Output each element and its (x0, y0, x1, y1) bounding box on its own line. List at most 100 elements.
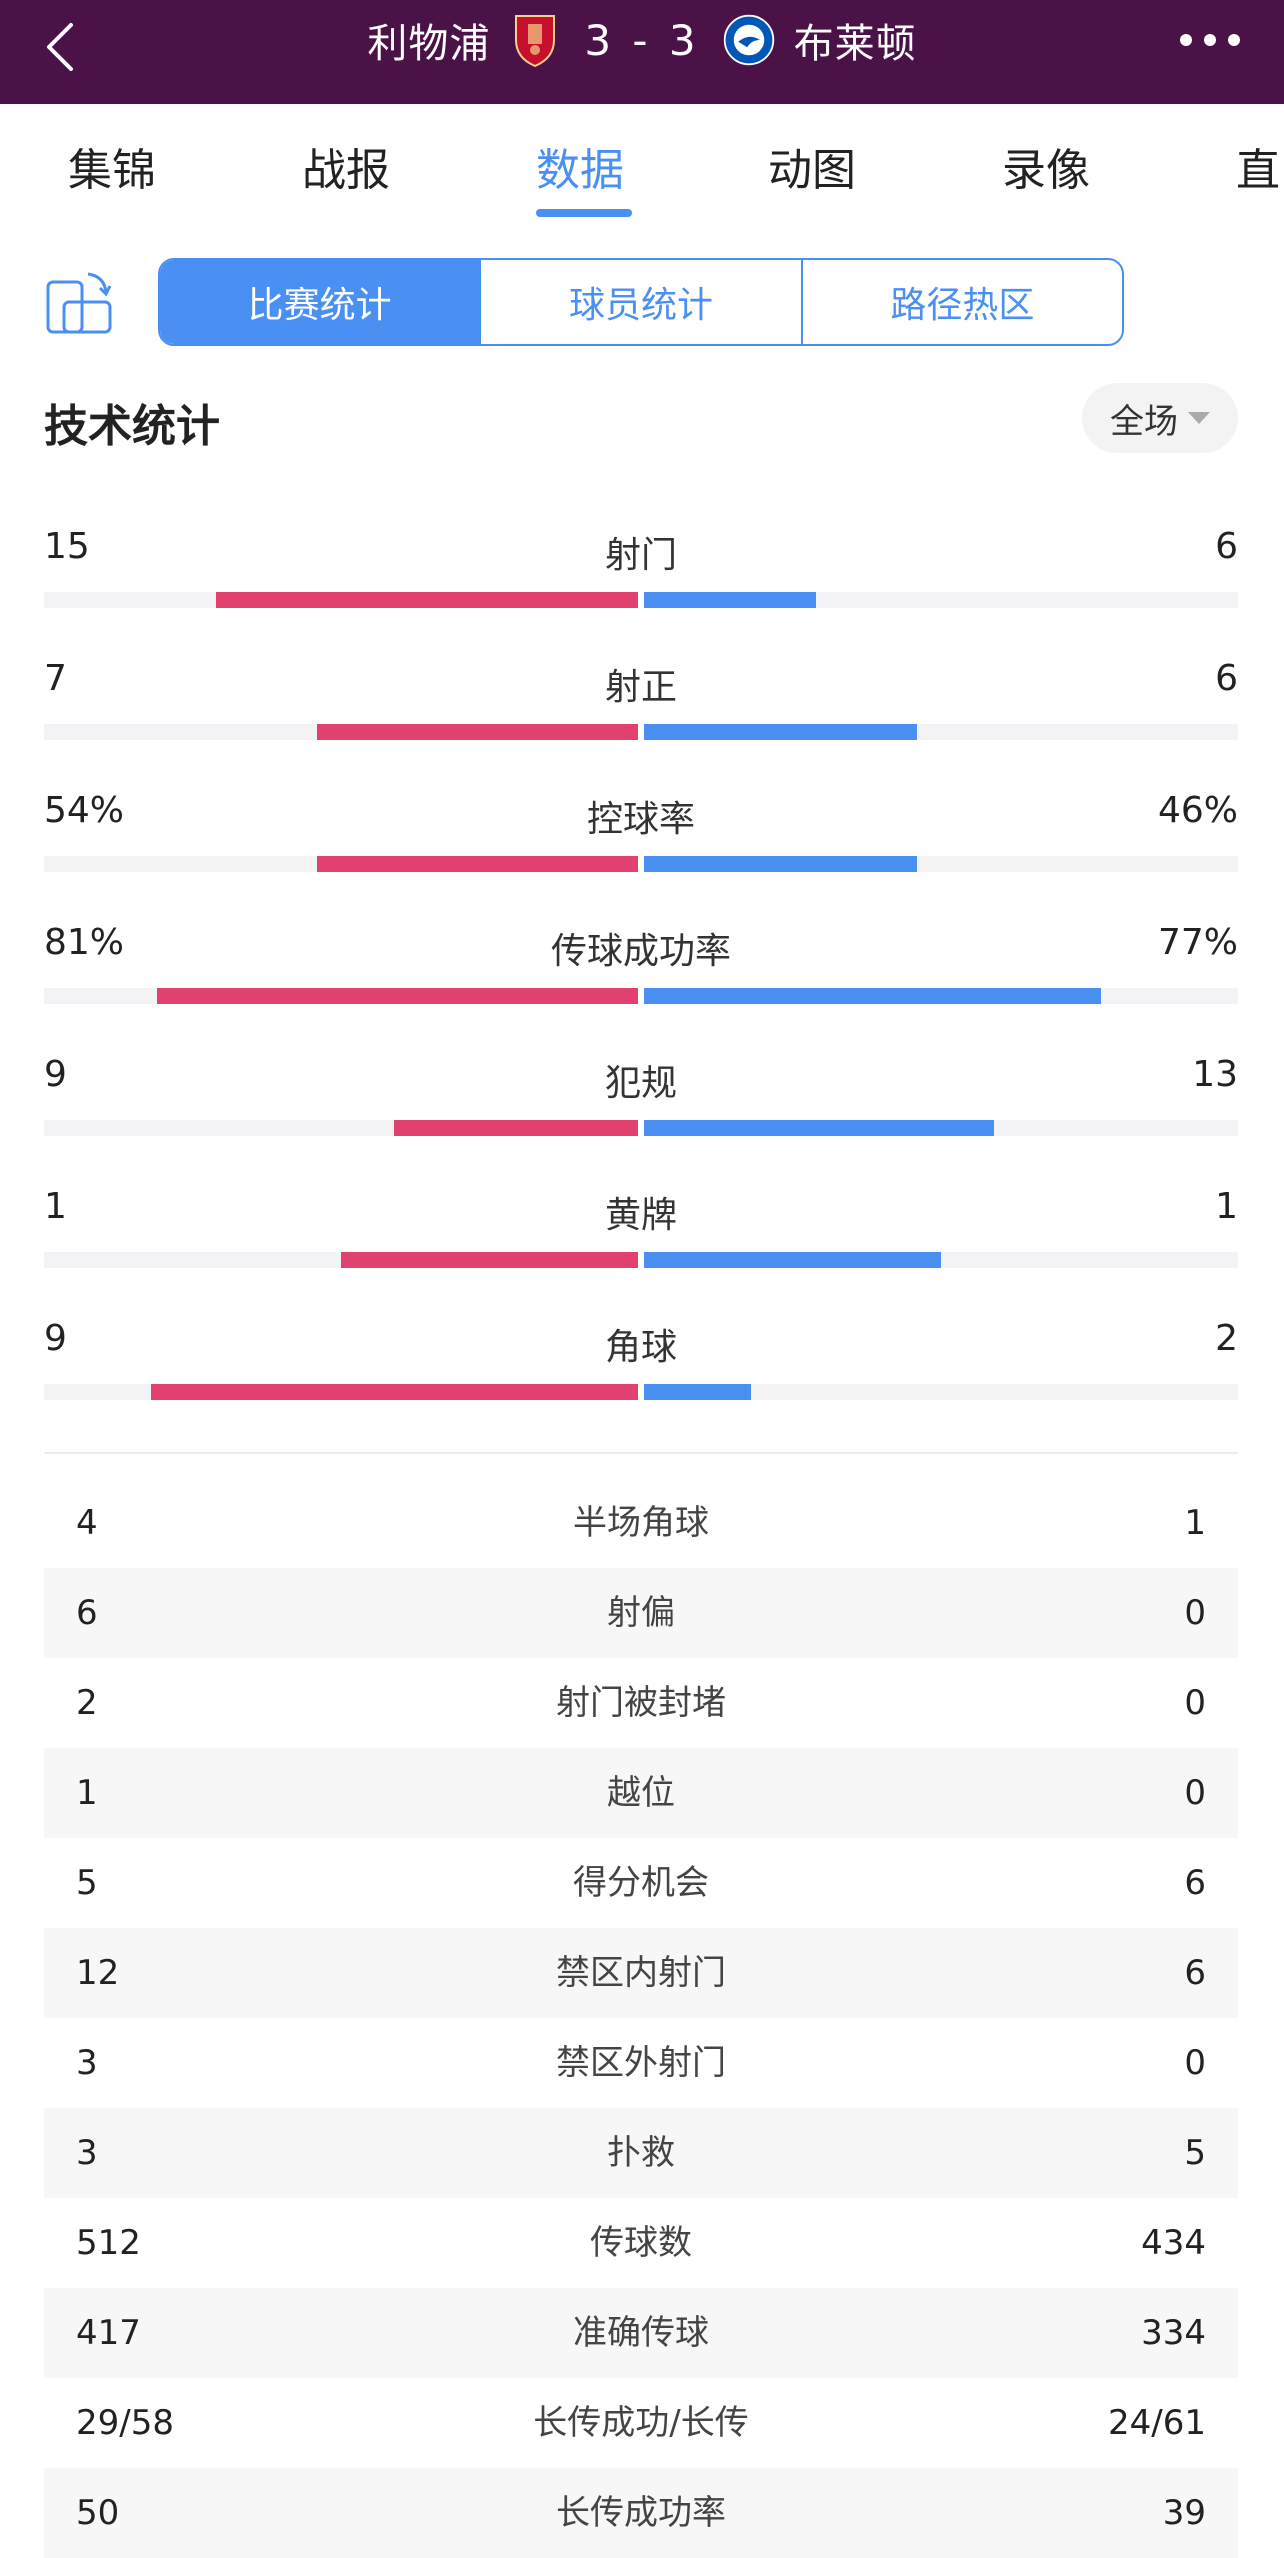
home-bar-track (44, 988, 638, 1004)
rotate-screen-icon[interactable] (44, 268, 114, 338)
home-stat-value: 3 (76, 2133, 98, 2173)
stat-name: 传球成功率 (550, 931, 731, 972)
home-bar-track (44, 592, 638, 608)
period-label: 全场 (1110, 401, 1178, 442)
stat-name: 长传成功率 (556, 2493, 726, 2533)
stat-name: 射门 (604, 535, 677, 576)
home-stat-value: 4 (76, 1503, 98, 1543)
bar-stat-row: 81% 传球成功率 77% (44, 922, 1238, 1054)
stat-name: 禁区内射门 (556, 1953, 726, 1993)
away-bar-track (644, 724, 1238, 740)
home-bar-track (44, 1252, 638, 1268)
tab-data[interactable]: 数据 (536, 145, 624, 196)
stat-name: 传球数 (590, 2223, 692, 2263)
away-bar-fill (644, 724, 918, 740)
away-bar-track (644, 856, 1238, 872)
bar-stat-row: 9 犯规 13 (44, 1054, 1238, 1186)
home-bar-track (44, 1384, 638, 1400)
segment-heatmap[interactable]: 路径热区 (800, 260, 1122, 344)
home-stat-value: 12 (76, 1953, 120, 1993)
match-header: 利物浦 3 - 3 布莱顿 (0, 0, 1284, 80)
segment-player-stats[interactable]: 球员统计 (479, 260, 800, 344)
home-stat-value: 81% (44, 922, 125, 963)
home-stat-value: 6 (76, 1593, 98, 1633)
home-stat-value: 3 (76, 2043, 98, 2083)
away-bar-fill (644, 988, 1102, 1004)
stat-name: 射偏 (607, 1593, 675, 1633)
stat-name: 射门被封堵 (556, 1683, 726, 1723)
away-stat-value: 6 (1184, 1953, 1206, 1993)
table-row: 3 禁区外射门 0 (44, 2018, 1238, 2108)
tab-report[interactable]: 战报 (302, 145, 390, 196)
period-dropdown[interactable]: 全场 (1082, 383, 1238, 453)
stat-name: 越位 (607, 1773, 675, 1813)
dropdown-caret-icon (1188, 412, 1210, 424)
away-stat-value: 39 (1162, 2493, 1206, 2533)
away-stat-value: 24/61 (1108, 2403, 1206, 2443)
home-bar-track (44, 1120, 638, 1136)
table-row: 3 扑救 5 (44, 2108, 1238, 2198)
away-stat-value: 0 (1184, 1593, 1206, 1633)
tab-highlights[interactable]: 集锦 (68, 145, 156, 196)
away-bar-fill (644, 1120, 995, 1136)
section-title: 技术统计 (44, 401, 220, 452)
away-stat-value: 13 (1192, 1054, 1238, 1095)
bar-stat-row: 1 黄牌 1 (44, 1186, 1238, 1318)
away-bar-fill (644, 592, 817, 608)
away-bar-track (644, 1252, 1238, 1268)
bar-stat-row: 9 角球 2 (44, 1318, 1238, 1450)
bar-stat-row: 7 射正 6 (44, 658, 1238, 790)
home-stat-value: 1 (44, 1186, 67, 1227)
away-stat-value: 434 (1141, 2223, 1206, 2263)
table-row: 6 射偏 0 (44, 1568, 1238, 1658)
away-bar-track (644, 592, 1238, 608)
away-bar-track (644, 1120, 1238, 1136)
away-team-name: 布莱顿 (793, 21, 917, 67)
stat-name: 射正 (604, 667, 677, 708)
home-bar-fill (317, 856, 638, 872)
bar-stat-row: 15 射门 6 (44, 526, 1238, 658)
away-stat-value: 6 (1215, 658, 1238, 699)
back-arrow-icon (47, 23, 73, 71)
away-stat-value: 0 (1184, 1773, 1206, 1813)
tab-live[interactable]: 直 (1236, 145, 1280, 196)
home-bar-track (44, 724, 638, 740)
home-stat-value: 9 (44, 1054, 67, 1095)
home-stat-value: 54% (44, 790, 125, 831)
stat-name: 半场角球 (573, 1503, 709, 1543)
stat-name: 长传成功/长传 (533, 2403, 749, 2443)
away-stat-value: 1 (1215, 1186, 1238, 1227)
away-bar-fill (644, 856, 918, 872)
away-stat-value: 6 (1215, 526, 1238, 567)
home-bar-fill (156, 988, 638, 1004)
home-stat-value: 5 (76, 1863, 98, 1903)
stat-name: 黄牌 (604, 1195, 677, 1236)
away-stat-value: 1 (1184, 1503, 1206, 1543)
back-button[interactable] (30, 12, 90, 82)
bar-stat-row: 54% 控球率 46% (44, 790, 1238, 922)
home-bar-fill (216, 592, 638, 608)
away-bar-track (644, 1384, 1238, 1400)
table-row: 4 半场角球 1 (44, 1478, 1238, 1568)
tab-gifs[interactable]: 动图 (768, 145, 856, 196)
home-stat-value: 417 (76, 2313, 141, 2353)
home-stat-value: 1 (76, 1773, 98, 1813)
table-row: 417 准确传球 334 (44, 2288, 1238, 2378)
table-row: 1 越位 0 (44, 1748, 1238, 1838)
away-stat-value: 0 (1184, 1683, 1206, 1723)
top-bar: 利物浦 3 - 3 布莱顿 (0, 0, 1284, 104)
tab-replay[interactable]: 录像 (1002, 145, 1090, 196)
away-stat-value: 77% (1157, 922, 1238, 963)
away-stat-value: 334 (1141, 2313, 1206, 2353)
segment-match-stats[interactable]: 比赛统计 (160, 260, 480, 344)
away-bar-fill (644, 1252, 941, 1268)
active-tab-indicator (536, 209, 632, 217)
table-row: 2 射门被封堵 0 (44, 1658, 1238, 1748)
home-stat-value: 9 (44, 1318, 67, 1359)
table-row: 512 传球数 434 (44, 2198, 1238, 2288)
more-menu-icon[interactable] (1180, 20, 1240, 60)
home-stat-value: 15 (44, 526, 90, 567)
away-stat-value: 0 (1184, 2043, 1206, 2083)
liverpool-crest-icon (515, 15, 556, 68)
home-bar-fill (150, 1384, 638, 1400)
